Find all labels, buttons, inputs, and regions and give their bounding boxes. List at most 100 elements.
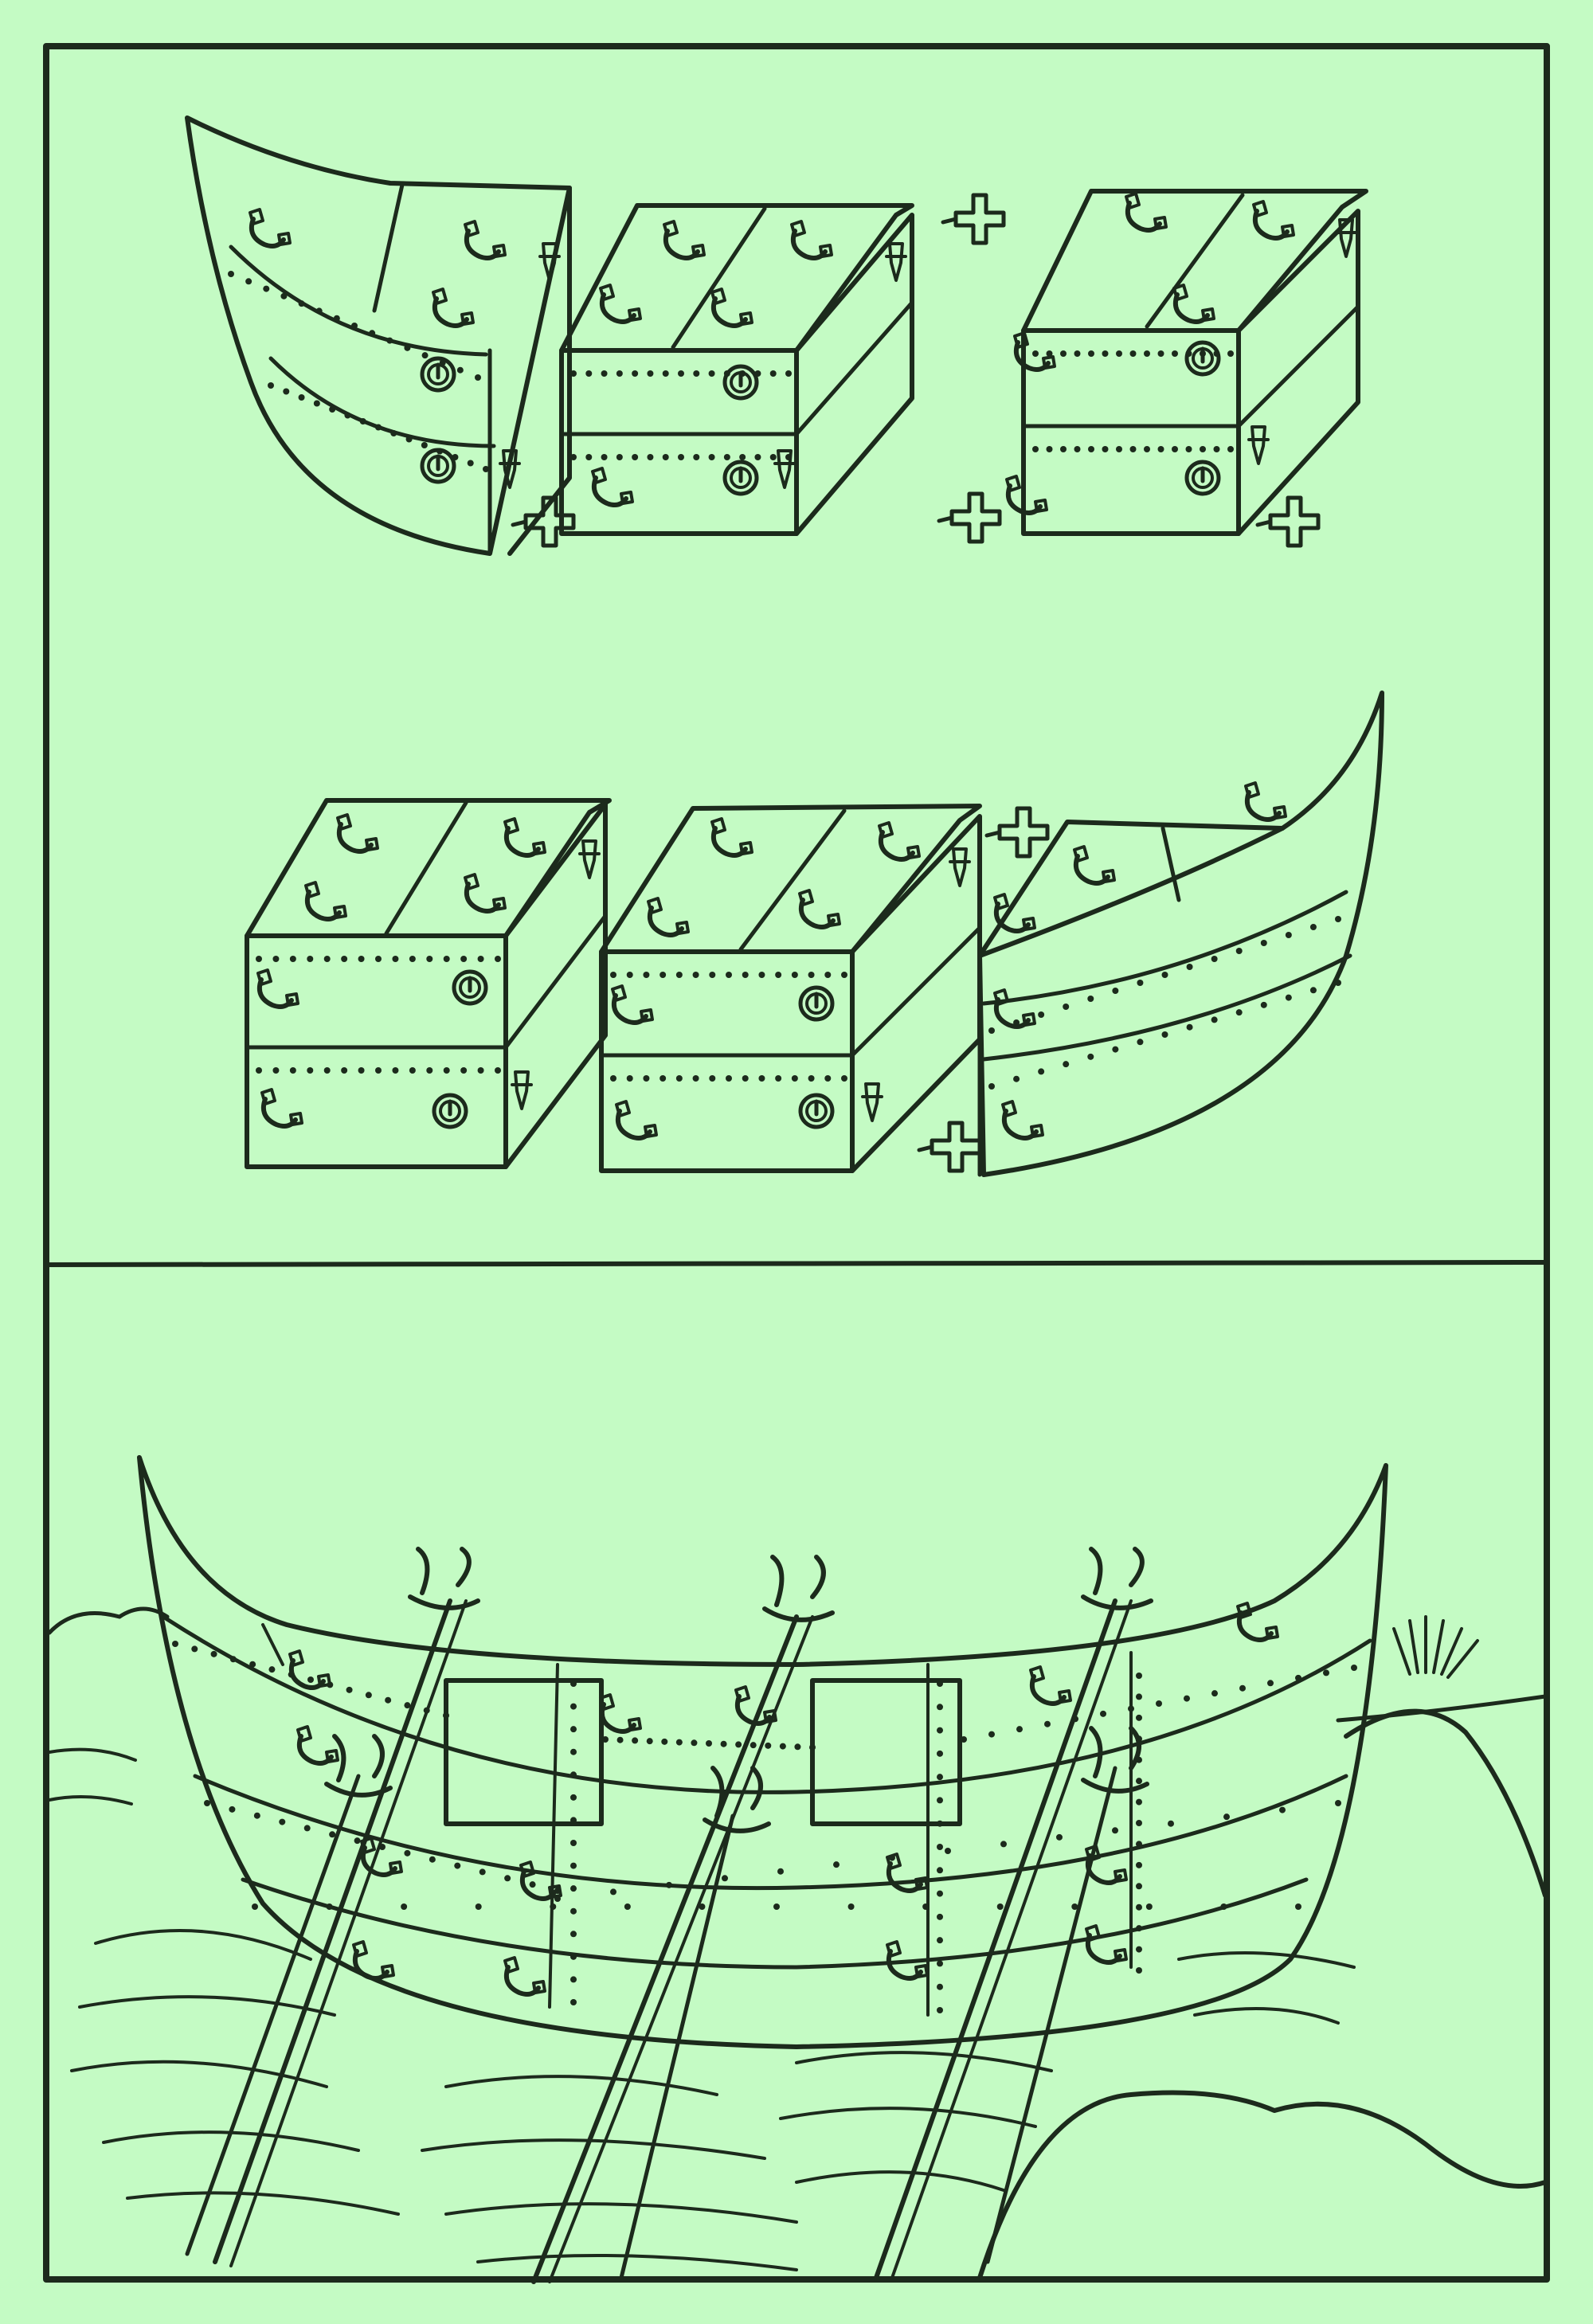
rivet-dot-icon: [307, 1676, 314, 1683]
assembled-boat: [137, 1455, 1388, 2049]
rivet-dot-icon: [341, 956, 348, 962]
rivet-dot-icon: [1285, 994, 1292, 1001]
rivet-dot-icon: [1186, 1023, 1193, 1031]
rivet-dot-icon: [616, 370, 623, 377]
rivet-dot-icon: [720, 1740, 727, 1747]
rivet-dot-icon: [1136, 1903, 1142, 1911]
rivet-dot-icon: [616, 1736, 624, 1743]
rivet-dot-icon: [1235, 1009, 1243, 1016]
rivet-dot-icon: [961, 1736, 967, 1743]
rivet-dot-icon: [709, 1075, 716, 1082]
rivet-dot-icon: [1060, 350, 1067, 357]
rivet-dot-icon: [253, 1812, 260, 1819]
rivet-dot-icon: [554, 1888, 561, 1894]
rivet-dot-icon: [758, 972, 765, 978]
rivet-dot-icon: [675, 972, 683, 978]
rivet-dot-icon: [610, 972, 616, 978]
tuft-right: [1392, 1615, 1479, 1679]
rivet-dot-icon: [1136, 1798, 1142, 1806]
rivet-dot-icon: [616, 454, 623, 460]
rivet-dot-icon: [495, 1067, 501, 1074]
rivet-dot-icon: [1072, 1716, 1078, 1723]
rivet-dot-icon: [1235, 948, 1243, 954]
rivet-dot-icon: [643, 1075, 650, 1082]
rivet-dot-icon: [421, 442, 428, 448]
rivet-dot-icon: [643, 972, 650, 978]
rivet-dot-icon: [1172, 446, 1178, 452]
rivet-dot-icon: [632, 454, 639, 460]
rivet-dot-icon: [263, 285, 270, 292]
oar-icon: [213, 1598, 452, 2264]
rivet-dot-icon: [988, 1083, 995, 1090]
rivet-dot-icon: [333, 315, 340, 322]
rivet-dot-icon: [585, 370, 593, 377]
rivet-dot-icon: [739, 370, 746, 377]
rivet-dot-icon: [1136, 1841, 1142, 1848]
rivet-dot-icon: [1260, 940, 1267, 946]
rivet-dot-icon: [454, 1862, 461, 1869]
rivet-dot-icon: [1136, 1693, 1142, 1700]
rivet-dot-icon: [1136, 1756, 1142, 1763]
rivet-dot-icon: [937, 1960, 943, 1967]
rivet-dot-icon: [439, 359, 446, 366]
rivet-dot-icon: [824, 972, 832, 978]
rivet-dot-icon: [742, 972, 749, 978]
rivet-dot-icon: [661, 1738, 668, 1745]
rivet-dot-icon: [1136, 1735, 1142, 1743]
rivet-dot-icon: [769, 370, 777, 377]
rivet-dot-icon: [272, 956, 280, 962]
rivet-dot-icon: [1074, 446, 1081, 452]
rivet-dot-icon: [256, 956, 262, 962]
rivet-dot-icon: [937, 2007, 943, 2013]
rivet-dot-icon: [249, 1661, 256, 1668]
panel-divider: [44, 1260, 1549, 1267]
headland-bottom-right: [977, 2090, 1548, 2280]
rivet-dot-icon: [570, 1817, 577, 1824]
rivet-dot-icon: [315, 307, 323, 315]
rivet-dot-icon: [726, 972, 732, 978]
rivet-dot-icon: [570, 1680, 577, 1687]
rivet-dot-icon: [344, 412, 351, 419]
rivet-dot-icon: [937, 1820, 943, 1827]
rivet-dot-icon: [647, 454, 654, 460]
box-section-top-right: [939, 189, 1368, 546]
rivet-dot-icon: [692, 972, 699, 978]
rivet-dot-icon: [1156, 1700, 1162, 1707]
rivet-dot-icon: [660, 1075, 667, 1082]
rivet-dot-icon: [1285, 932, 1292, 938]
rivet-dot-icon: [1136, 1946, 1142, 1953]
rivet-dot-icon: [283, 388, 290, 395]
water: [70, 1929, 1356, 2271]
rivet-dot-icon: [570, 1999, 577, 2005]
rivet-dot-icon: [937, 1890, 943, 1897]
rivet-dot-icon: [610, 1075, 616, 1082]
rivet-dot-icon: [754, 370, 761, 377]
oars: [185, 1547, 1153, 2284]
rivet-dot-icon: [775, 1075, 782, 1082]
rivet-dot-icon: [1102, 446, 1109, 452]
rivet-dot-icon: [1136, 1967, 1142, 1974]
rivet-dot-icon: [691, 1739, 698, 1747]
rivet-dot-icon: [1102, 350, 1109, 357]
rivet-dot-icon: [369, 330, 376, 337]
rivet-dot-icon: [570, 1931, 577, 1938]
rivet-dot-icon: [298, 394, 305, 401]
rivet-dot-icon: [1239, 1684, 1246, 1692]
rivet-dot-icon: [467, 460, 474, 467]
rivet-dot-icon: [758, 1075, 765, 1082]
rivet-dot-icon: [1136, 1925, 1142, 1932]
rivet-dot-icon: [626, 1075, 633, 1082]
rivet-dot-icon: [1309, 924, 1317, 930]
rivet-dot-icon: [678, 370, 684, 377]
rivet-dot-icon: [709, 972, 716, 978]
rivet-dot-icon: [479, 1868, 486, 1876]
rivet-dot-icon: [460, 1067, 468, 1074]
rivet-dot-icon: [1200, 350, 1206, 357]
rivet-dot-icon: [426, 1067, 433, 1074]
rivet-dot-icon: [268, 1666, 276, 1673]
rivet-dot-icon: [808, 972, 815, 978]
rivet-dot-icon: [1088, 446, 1094, 452]
box-section-mid-left: [245, 798, 612, 1169]
rivet-dot-icon: [1267, 1680, 1274, 1687]
rivet-dot-icon: [1137, 1039, 1144, 1046]
